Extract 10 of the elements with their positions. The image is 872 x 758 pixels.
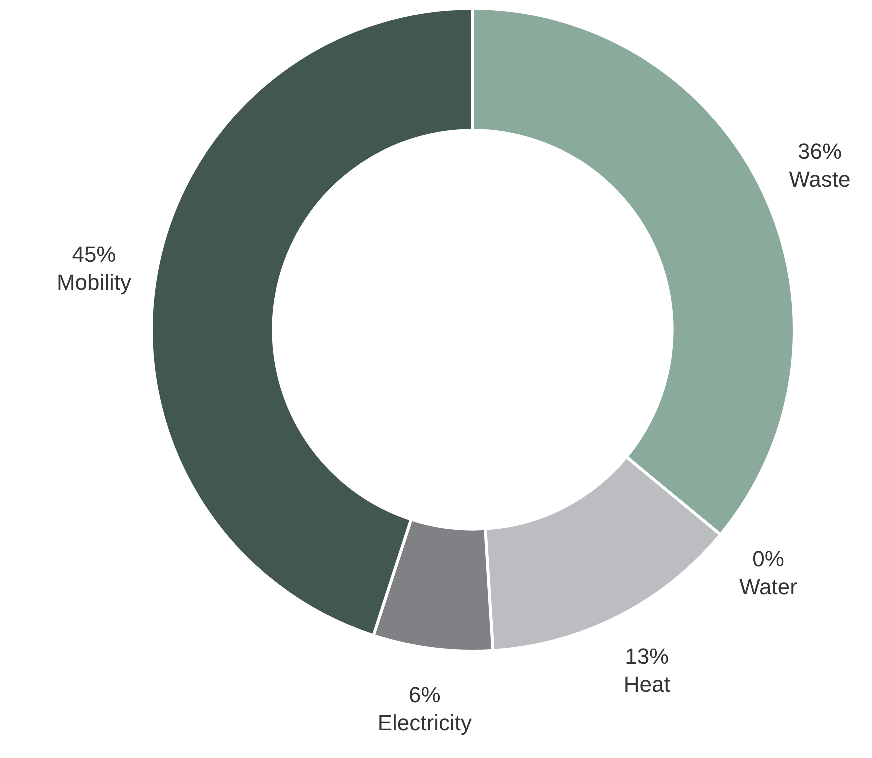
data-label: 36%: [798, 138, 842, 164]
category-label: Water: [740, 574, 798, 600]
data-label: 45%: [72, 242, 116, 268]
slice-label: Mobility: [56, 270, 132, 296]
slice-label: Heat: [624, 672, 670, 697]
text: 0%: [752, 546, 784, 572]
slice-label: Electricity: [378, 710, 472, 736]
data-label: 6%: [409, 682, 441, 708]
data-label: 13%: [625, 644, 670, 669]
slice-label: Waste: [789, 166, 851, 192]
